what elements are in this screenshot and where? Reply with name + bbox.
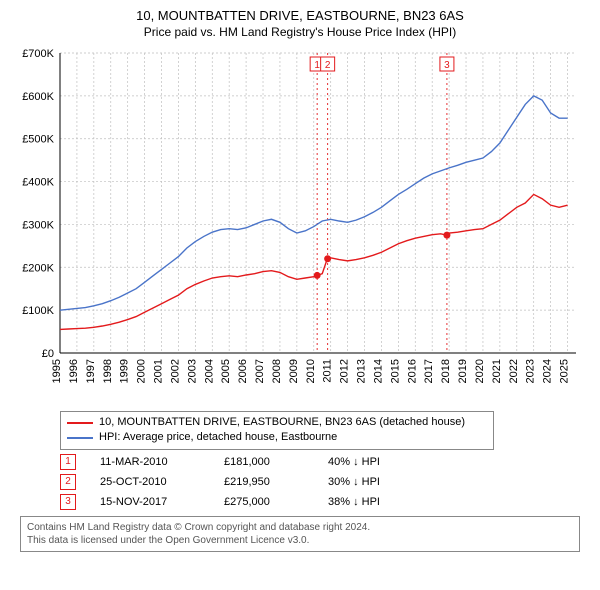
svg-text:2021: 2021 xyxy=(491,359,503,383)
svg-text:2004: 2004 xyxy=(203,359,215,383)
svg-text:2023: 2023 xyxy=(525,359,537,383)
event-price: £219,950 xyxy=(224,476,304,488)
svg-text:2005: 2005 xyxy=(220,359,232,383)
legend-item: 10, MOUNTBATTEN DRIVE, EASTBOURNE, BN23 … xyxy=(67,415,487,430)
svg-text:2016: 2016 xyxy=(406,359,418,383)
event-delta: 40% ↓ HPI xyxy=(328,456,418,468)
svg-text:2011: 2011 xyxy=(322,359,334,383)
svg-text:2012: 2012 xyxy=(339,359,351,383)
svg-text:1: 1 xyxy=(314,60,320,71)
svg-text:1997: 1997 xyxy=(85,359,97,383)
line-chart-svg: £0 £100K £200K £300K £400K £500K £600K £700K 199… xyxy=(10,45,590,405)
attribution-footer: Contains HM Land Registry data © Crown c… xyxy=(20,516,580,552)
chart-title-line2: Price paid vs. HM Land Registry's House … xyxy=(10,25,590,39)
svg-text:2008: 2008 xyxy=(271,359,283,383)
event-row: 3 15-NOV-2017 £275,000 38% ↓ HPI xyxy=(60,494,580,510)
svg-text:2014: 2014 xyxy=(372,359,384,383)
chart-container: 10, MOUNTBATTEN DRIVE, EASTBOURNE, BN23 … xyxy=(0,0,600,562)
plot-area: £0 £100K £200K £300K £400K £500K £600K £700K 199… xyxy=(10,45,590,405)
svg-text:2007: 2007 xyxy=(254,359,266,383)
svg-text:1998: 1998 xyxy=(102,359,114,383)
svg-text:2024: 2024 xyxy=(542,359,554,383)
event-marker-number: 3 xyxy=(60,494,76,510)
svg-text:£200K: £200K xyxy=(22,262,54,274)
svg-text:£500K: £500K xyxy=(22,134,54,146)
svg-text:2000: 2000 xyxy=(136,359,148,383)
legend-item: HPI: Average price, detached house, East… xyxy=(67,430,487,445)
svg-text:2003: 2003 xyxy=(186,359,198,383)
svg-text:2018: 2018 xyxy=(440,359,452,383)
event-date: 11-MAR-2010 xyxy=(100,456,200,468)
svg-text:2: 2 xyxy=(325,60,331,71)
svg-text:1996: 1996 xyxy=(68,359,80,383)
svg-text:£400K: £400K xyxy=(22,177,54,189)
event-price: £181,000 xyxy=(224,456,304,468)
svg-text:£0: £0 xyxy=(42,348,54,360)
chart-title-line1: 10, MOUNTBATTEN DRIVE, EASTBOURNE, BN23 … xyxy=(10,8,590,23)
svg-text:2015: 2015 xyxy=(389,359,401,383)
svg-text:2020: 2020 xyxy=(474,359,486,383)
svg-text:2006: 2006 xyxy=(237,359,249,383)
svg-text:£600K: £600K xyxy=(22,91,54,103)
legend: 10, MOUNTBATTEN DRIVE, EASTBOURNE, BN23 … xyxy=(60,411,494,450)
event-row: 1 11-MAR-2010 £181,000 40% ↓ HPI xyxy=(60,454,580,470)
svg-text:2019: 2019 xyxy=(457,359,469,383)
svg-text:1995: 1995 xyxy=(51,359,63,383)
svg-text:£100K: £100K xyxy=(22,305,54,317)
svg-text:2010: 2010 xyxy=(305,359,317,383)
svg-text:2017: 2017 xyxy=(423,359,435,383)
event-price: £275,000 xyxy=(224,496,304,508)
svg-text:2022: 2022 xyxy=(508,359,520,383)
events-table: 1 11-MAR-2010 £181,000 40% ↓ HPI 2 25-OCT-201… xyxy=(60,454,580,510)
legend-swatch xyxy=(67,437,93,439)
event-marker-number: 2 xyxy=(60,474,76,490)
legend-swatch xyxy=(67,422,93,424)
svg-text:£700K: £700K xyxy=(22,48,54,60)
event-delta: 38% ↓ HPI xyxy=(328,496,418,508)
svg-text:2025: 2025 xyxy=(559,359,571,383)
svg-text:2013: 2013 xyxy=(356,359,368,383)
legend-label: HPI: Average price, detached house, East… xyxy=(99,430,337,445)
svg-text:2009: 2009 xyxy=(288,359,300,383)
svg-text:2001: 2001 xyxy=(153,359,165,383)
event-date: 25-OCT-2010 xyxy=(100,476,200,488)
event-row: 2 25-OCT-2010 £219,950 30% ↓ HPI xyxy=(60,474,580,490)
legend-label: 10, MOUNTBATTEN DRIVE, EASTBOURNE, BN23 … xyxy=(99,415,465,430)
event-date: 15-NOV-2017 xyxy=(100,496,200,508)
footer-line1: Contains HM Land Registry data © Crown c… xyxy=(27,521,573,534)
svg-text:2002: 2002 xyxy=(169,359,181,383)
svg-text:1999: 1999 xyxy=(119,359,131,383)
svg-text:3: 3 xyxy=(444,60,450,71)
svg-text:£300K: £300K xyxy=(22,219,54,231)
footer-line2: This data is licensed under the Open Gov… xyxy=(27,534,573,547)
event-marker-number: 1 xyxy=(60,454,76,470)
event-delta: 30% ↓ HPI xyxy=(328,476,418,488)
